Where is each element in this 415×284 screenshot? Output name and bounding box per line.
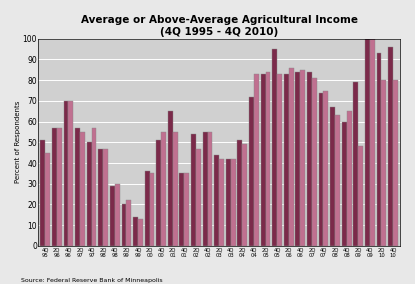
Bar [203,132,208,246]
Bar [358,147,363,246]
Bar [161,132,166,246]
Bar [388,47,393,246]
Bar [237,140,242,246]
Bar [272,49,277,246]
Bar [307,72,312,246]
Bar [103,149,108,246]
Bar [214,155,219,246]
Bar [115,184,120,246]
Bar [57,128,62,246]
Title: Average or Above-Average Agricultural Income
(4Q 1995 - 4Q 2010): Average or Above-Average Agricultural In… [81,15,358,37]
Bar [149,173,154,246]
Bar [242,144,247,246]
Bar [173,132,178,246]
Bar [156,140,161,246]
Bar [52,128,57,246]
Bar [376,53,381,246]
Bar [208,132,212,246]
Bar [266,72,271,246]
Bar [87,142,92,246]
Bar [98,149,103,246]
Bar [312,78,317,246]
Bar [354,82,358,246]
Bar [191,134,196,246]
Y-axis label: Percent of Respondents: Percent of Respondents [15,101,21,183]
Bar [184,173,189,246]
Bar [381,80,386,246]
Bar [168,111,173,246]
Bar [249,97,254,246]
Bar [261,74,266,246]
Bar [145,171,149,246]
Bar [393,80,398,246]
Bar [319,93,323,246]
Bar [335,115,340,246]
Bar [226,159,231,246]
Bar [127,200,131,246]
Bar [75,128,80,246]
Bar [295,72,300,246]
Bar [330,107,335,246]
Bar [80,132,85,246]
Bar [289,68,293,246]
Text: Source: Federal Reserve Bank of Minneapolis: Source: Federal Reserve Bank of Minneapo… [21,277,162,283]
Bar [219,159,224,246]
Bar [122,204,127,246]
Bar [284,74,289,246]
Bar [254,74,259,246]
Bar [347,111,352,246]
Bar [180,173,184,246]
Bar [63,101,68,246]
Bar [323,91,328,246]
Bar [40,140,45,246]
Bar [45,153,50,246]
Bar [92,128,96,246]
Bar [138,219,143,246]
Bar [196,149,201,246]
Bar [133,217,138,246]
Bar [68,101,73,246]
Bar [110,186,115,246]
Bar [300,70,305,246]
Bar [277,74,282,246]
Bar [365,39,370,246]
Bar [370,39,375,246]
Bar [342,122,347,246]
Bar [231,159,236,246]
